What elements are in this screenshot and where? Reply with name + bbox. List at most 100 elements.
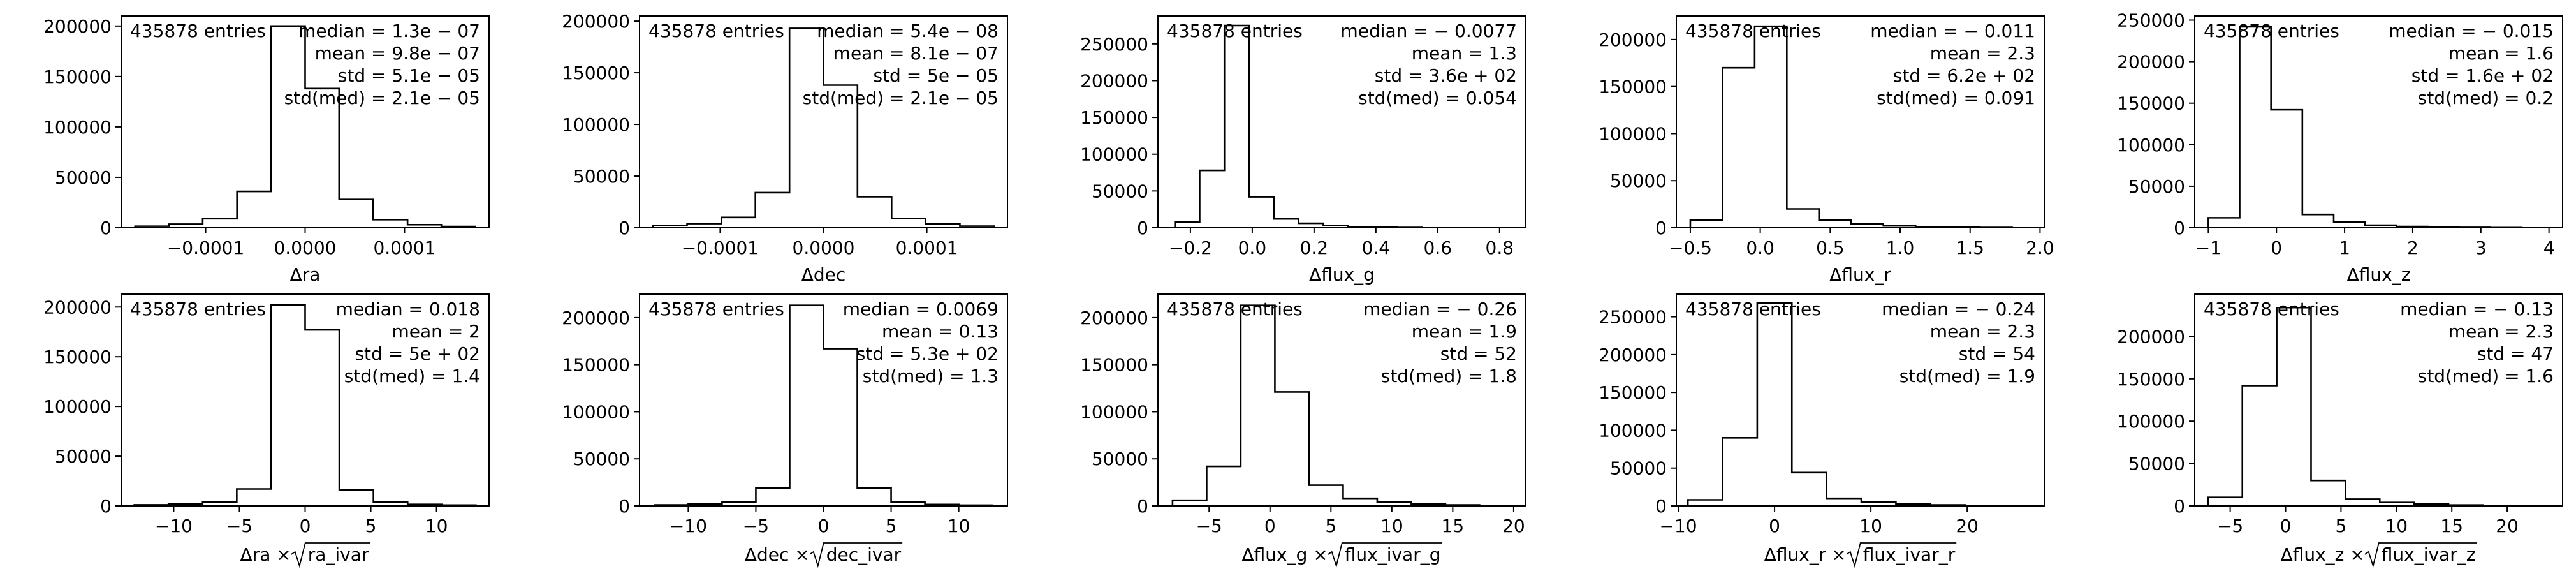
y-tick-label: 150000 bbox=[562, 355, 630, 376]
x-tick-label: 10 bbox=[2385, 515, 2408, 537]
y-tick-label: 0 bbox=[1655, 218, 1667, 239]
x-tick-label: 1.5 bbox=[1956, 237, 1984, 258]
stat-line: mean = 8.1e − 07 bbox=[833, 43, 999, 64]
x-axis-label: Δra × bbox=[240, 544, 291, 565]
x-tick-label: −5 bbox=[226, 515, 252, 537]
y-tick-label: 200000 bbox=[1599, 29, 1667, 50]
stat-line: std(med) = 1.8 bbox=[1381, 366, 1517, 387]
y-tick-label: 250000 bbox=[1599, 307, 1667, 328]
x-tick-label: 0 bbox=[2271, 237, 2282, 258]
stat-line: std(med) = 1.9 bbox=[1899, 366, 2035, 387]
sqrt-sign bbox=[1328, 542, 1442, 568]
x-axis-label: Δflux_z bbox=[2347, 264, 2411, 285]
axes-frame bbox=[2194, 15, 2563, 228]
histogram-bars bbox=[1174, 24, 1423, 228]
x-tick-label: 20 bbox=[1502, 515, 1525, 537]
x-tick-label: 0.0000 bbox=[793, 237, 855, 258]
x-tick-label: −0.0001 bbox=[167, 237, 244, 258]
entries-count-label: 435878 entries bbox=[2204, 20, 2339, 41]
entries-count-label: 435878 entries bbox=[130, 20, 266, 41]
stat-line: std = 5e − 05 bbox=[873, 65, 999, 86]
x-tick-label: 0 bbox=[818, 515, 830, 537]
axes-frame bbox=[1157, 293, 1526, 507]
x-tick-label: −5 bbox=[743, 515, 769, 537]
y-tick-label: 100000 bbox=[2117, 411, 2185, 432]
stat-line: median = − 0.0077 bbox=[1340, 20, 1517, 41]
x-tick-label: 15 bbox=[2440, 515, 2463, 537]
x-tick-label: 15 bbox=[1442, 515, 1465, 537]
x-tick-label: 0 bbox=[1769, 515, 1780, 537]
histogram-panel-10: −5 0 5 10 15 20 0 50000 100000 150000 200000 Δflux_… bbox=[2117, 293, 2563, 568]
entries-count-label: 435878 entries bbox=[1167, 299, 1303, 320]
x-tick-label: 0.0000 bbox=[274, 237, 337, 258]
x-tick-label: 10 bbox=[425, 515, 448, 537]
x-tick-label: 10 bbox=[948, 515, 970, 537]
stat-line: mean = 1.6 bbox=[2448, 43, 2554, 64]
stat-line: std = 1.6e + 02 bbox=[2411, 65, 2554, 86]
y-tick-label: 50000 bbox=[1092, 448, 1148, 470]
x-tick-label: −10 bbox=[155, 515, 193, 537]
stat-line: std = 5.3e + 02 bbox=[856, 343, 999, 364]
x-tick-label: 0 bbox=[1264, 515, 1276, 537]
stat-line: median = − 0.24 bbox=[1882, 299, 2035, 320]
entries-count-label: 435878 entries bbox=[648, 20, 784, 41]
stat-line: median = 1.3e − 07 bbox=[298, 20, 480, 41]
x-tick-label: 0 bbox=[2280, 515, 2292, 537]
y-tick-label: 100000 bbox=[1599, 420, 1667, 441]
y-tick-label: 200000 bbox=[562, 11, 630, 32]
y-tick-label: 0 bbox=[2174, 218, 2185, 239]
y-tick-label: 100000 bbox=[562, 401, 630, 422]
axes-frame bbox=[1676, 15, 2045, 228]
sqrt-sign bbox=[1846, 542, 1957, 568]
sqrt-sign bbox=[2364, 542, 2477, 568]
stat-line: mean = 9.8e − 07 bbox=[315, 43, 480, 64]
y-tick-label: 200000 bbox=[1080, 70, 1148, 91]
x-axis-label: Δflux_g bbox=[1309, 264, 1375, 285]
stat-line: median = − 0.011 bbox=[1870, 20, 2035, 41]
x-tick-label: 2 bbox=[2407, 237, 2419, 258]
y-tick-label: 0 bbox=[1137, 218, 1148, 239]
histogram-bars bbox=[133, 304, 477, 507]
y-tick-label: 100000 bbox=[562, 114, 630, 135]
y-tick-label: 50000 bbox=[573, 166, 630, 187]
x-tick-label: 4 bbox=[2543, 237, 2555, 258]
y-tick-label: 0 bbox=[618, 218, 630, 239]
y-tick-label: 150000 bbox=[2117, 369, 2185, 390]
x-tick-label: −1 bbox=[2195, 237, 2221, 258]
y-tick-label: 150000 bbox=[1599, 382, 1667, 403]
stat-line: std = 3.6e + 02 bbox=[1375, 65, 1517, 86]
entries-count-label: 435878 entries bbox=[1685, 299, 1821, 320]
entries-count-label: 435878 entries bbox=[130, 299, 266, 320]
stat-line: std(med) = 2.1e − 05 bbox=[284, 87, 480, 108]
y-tick-label: 100000 bbox=[1599, 123, 1667, 144]
entries-count-label: 435878 entries bbox=[2204, 299, 2339, 320]
x-tick-label: −0.2 bbox=[1169, 237, 1212, 258]
histogram-bars bbox=[1171, 304, 1515, 507]
histogram-panel-4: −0.5 0.0 0.5 1.0 1.5 2.0 0 50000 100000 150000 200… bbox=[1599, 15, 2054, 285]
x-tick-label: −0.0001 bbox=[682, 237, 759, 258]
x-tick-label: 0.2 bbox=[1300, 237, 1329, 258]
stat-line: mean = 2 bbox=[392, 321, 480, 342]
histogram-panel-2: −0.0001 0.0000 0.0001 0 50000 100000 150000 200… bbox=[562, 11, 1008, 285]
y-tick-label: 200000 bbox=[1080, 307, 1148, 329]
stat-line: median = 0.0069 bbox=[843, 299, 999, 320]
stat-line: mean = 0.13 bbox=[882, 321, 999, 342]
x-tick-label: 2.0 bbox=[2026, 237, 2054, 258]
x-tick-label: 0.0001 bbox=[896, 237, 958, 258]
histogram-panel-9: −10 0 10 20050000100000150000200000250000Δf… bbox=[1599, 293, 2045, 568]
y-tick-label: 50000 bbox=[573, 448, 630, 470]
x-tick-label: 5 bbox=[886, 515, 897, 537]
x-axis-label-radicand: flux_ivar_r bbox=[1863, 544, 1956, 565]
entries-count-label: 435878 entries bbox=[1167, 20, 1303, 41]
y-tick-label: 250000 bbox=[2117, 10, 2185, 31]
histogram-bars bbox=[654, 304, 993, 507]
x-tick-label: 0.6 bbox=[1424, 237, 1453, 258]
y-tick-label: 50000 bbox=[55, 446, 112, 467]
x-tick-label: 20 bbox=[2496, 515, 2519, 537]
axes-frame bbox=[1676, 293, 2045, 507]
histogram-panel-8: −5 0 5 10 15 20 0 50000 100000 150000 200000 Δflux_… bbox=[1080, 293, 1526, 568]
axes-frame bbox=[1157, 15, 1526, 228]
x-tick-label: −10 bbox=[670, 515, 707, 537]
histogram-bars bbox=[652, 27, 995, 228]
